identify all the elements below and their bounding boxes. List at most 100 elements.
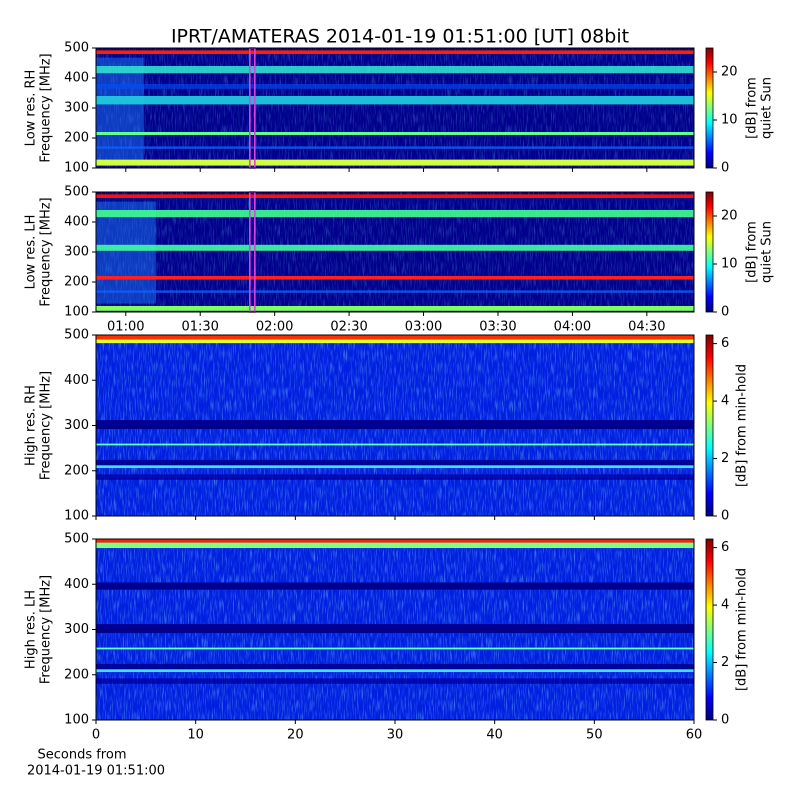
y-tick-label: 200 [64,131,89,146]
y-tick-label: 300 [64,245,89,260]
spectral-band [96,276,694,280]
colorbar-tick-label: 10 [721,113,738,128]
x-axis-label: 2014-01-19 01:51:00 [27,764,165,779]
x-tick-label: 03:00 [405,320,442,335]
spectral-band [96,339,694,344]
colorbar-tick-label: 20 [721,65,738,80]
spectral-band [96,459,694,468]
y-tick-label: 500 [64,532,89,547]
x-tick-label: 01:30 [181,320,218,335]
spectral-band [96,306,694,311]
colorbar-label: [dB] from min-hold [735,364,750,487]
spectral-band [96,66,694,74]
spectral-band [96,647,694,650]
colorbar-tick-label: 4 [721,598,729,613]
y-tick-label: 500 [64,185,89,200]
y-tick-label: 400 [64,373,89,388]
spectral-band [96,669,694,673]
y-tick-label: 500 [64,41,89,56]
figure-title: IPRT/AMATERAS 2014-01-19 01:51:00 [UT] 0… [171,26,629,48]
colorbar-tick-label: 6 [721,336,729,351]
x-tick-label: 03:30 [479,320,516,335]
spectral-band [96,96,694,105]
colorbar-tick-label: 10 [721,257,738,272]
spectral-band [96,194,694,198]
spectral-band [96,159,694,166]
colorbar-label: [dB] from min-hold [735,568,750,691]
early-emission [96,201,156,304]
x-tick-label: 02:00 [256,320,293,335]
y-tick-label: 100 [64,161,89,176]
y-tick-label: 300 [64,418,89,433]
y-tick-label: 300 [64,101,89,116]
x-tick-label: 04:30 [628,320,665,335]
y-tick-label: 200 [64,667,89,682]
y-tick-label: 400 [64,577,89,592]
y-tick-label: 200 [64,463,89,478]
colorbar-tick-label: 0 [721,509,729,524]
spectral-band [96,539,694,543]
spectral-band [96,474,694,480]
x-tick-label: 02:30 [330,320,367,335]
y-axis-label: Frequency [MHz] [39,371,54,480]
panel: 100 200 300 400 500 High res. RH Frequency [MH… [24,328,750,524]
colorbar [705,538,714,721]
y-tick-label: 500 [64,328,89,343]
early-emission [96,57,144,160]
colorbar-label: [dB] from [745,221,760,283]
x-axis-label: Seconds from [37,748,126,763]
y-tick-label: 400 [64,71,89,86]
y-axis-label: Frequency [MHz] [39,197,54,306]
y-axis-label: Low res. RH [24,70,39,147]
x-tick-label: 04:00 [554,320,591,335]
y-axis-label: High res. LH [24,590,39,669]
colorbar-tick-label: 0 [721,305,729,320]
colorbar-tick-label: 4 [721,394,729,409]
colorbar-tick-label: 6 [721,540,729,555]
spectral-band [96,210,694,218]
spectral-band [96,624,694,634]
y-tick-label: 400 [64,215,89,230]
colorbar-tick-label: 20 [721,209,738,224]
spectral-band [96,443,694,446]
y-axis-label: Frequency [MHz] [39,575,54,684]
x-tick-label: 10 [187,728,204,743]
spectral-band [96,290,694,293]
x-tick-label: 30 [387,728,404,743]
colorbar [705,47,714,169]
colorbar-label: quiet Sun [760,77,775,139]
y-axis-label: Frequency [MHz] [39,53,54,162]
x-tick-label: 60 [686,728,703,743]
spectral-band [96,542,694,549]
y-tick-label: 200 [64,275,89,290]
spectral-band [96,244,694,251]
spectral-band [96,132,694,135]
spectral-band [96,146,694,149]
colorbar [705,191,714,313]
y-axis-label: High res. RH [24,385,39,466]
colorbar-tick-label: 0 [721,161,729,176]
colorbar-tick-label: 2 [721,655,729,670]
spectral-band [96,335,694,340]
y-tick-label: 100 [64,509,89,524]
colorbar-label: [dB] from [745,77,760,139]
y-axis-label: Low res. LH [24,215,39,290]
spectral-band [96,465,694,469]
colorbar-label: quiet Sun [760,221,775,283]
colorbar-tick-label: 0 [721,713,729,728]
x-tick-label: 20 [287,728,304,743]
x-tick-label: 50 [586,728,603,743]
spectral-band [96,678,694,684]
spectral-band [96,84,694,89]
spectral-band [96,582,694,590]
x-tick-label: 0 [92,728,100,743]
spectral-band [96,663,694,672]
x-tick-label: 01:00 [107,320,144,335]
y-tick-label: 100 [64,713,89,728]
colorbar-tick-label: 2 [721,451,729,466]
y-tick-label: 300 [64,622,89,637]
